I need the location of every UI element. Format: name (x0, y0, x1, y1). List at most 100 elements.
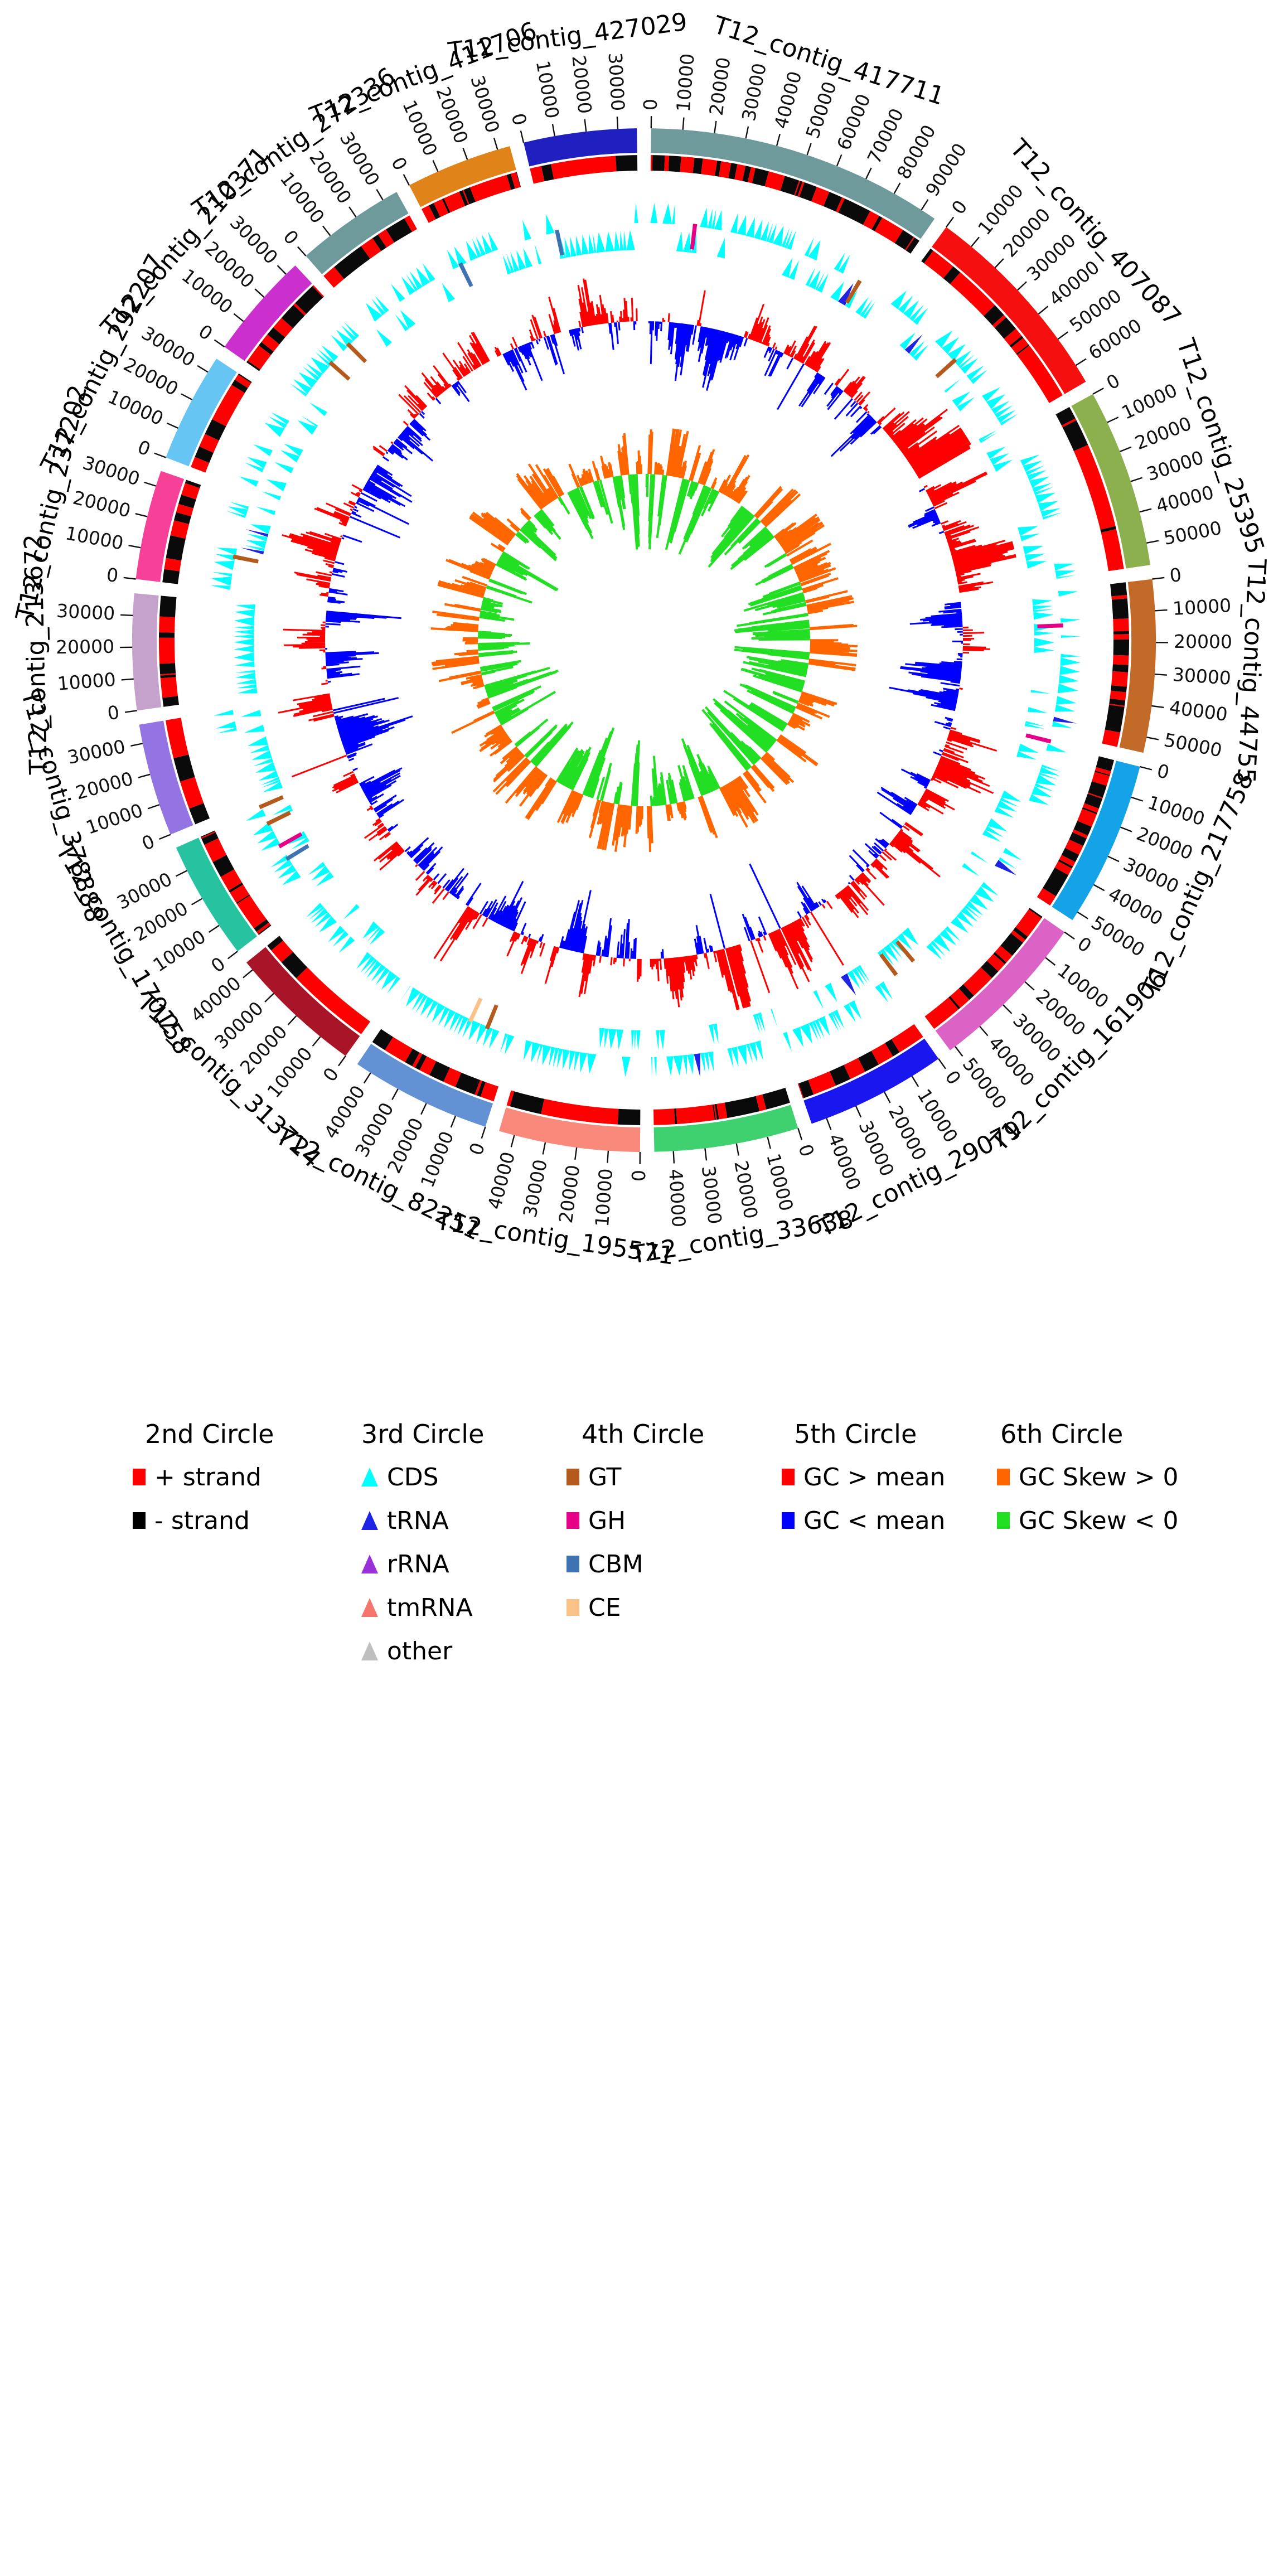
legend-title: 3rd Circle (361, 1419, 485, 1449)
tick-label: 20000 (73, 767, 135, 803)
tick-label: 20000 (1134, 822, 1196, 864)
track-cazyme-marks (233, 224, 1063, 1030)
contig-arc-T12_contig_313724 (246, 947, 360, 1056)
tick-label: 50000 (1162, 729, 1223, 761)
legend-item-other: other (361, 1636, 484, 1665)
track-gc-skew (430, 428, 858, 852)
legend-item-gc-skew-0: GC Skew > 0 (997, 1463, 1179, 1492)
legend-item-label: + strand (154, 1463, 262, 1492)
track-gene-triangles (210, 203, 1082, 1077)
contig-name-label: T12_contig_427029 (446, 8, 689, 66)
gh-swatch-icon (566, 1512, 579, 1529)
tick-label: 40000 (770, 69, 806, 132)
legend-item-label: tRNA (387, 1506, 449, 1535)
legend-item-ce: CE (566, 1593, 704, 1622)
contig-arc-T12_contig_213672 (132, 593, 162, 711)
gc-mean-swatch-icon (782, 1512, 795, 1529)
cds-swatch-icon (361, 1468, 378, 1486)
tick-label: 30000 (1144, 447, 1207, 486)
legend-item-gc-skew-0: GC Skew < 0 (997, 1506, 1179, 1535)
legend-item-label: GC Skew > 0 (1019, 1463, 1179, 1492)
tick-label: 30000 (1172, 664, 1232, 689)
legend-column-5th-circle: 5th Circle GC > mean GC < mean (782, 1419, 945, 1550)
contig-arc-T12_contig_44755 (1119, 579, 1156, 753)
circos-svg: 0 10000 20000 30000400005000060000700008000… (11, 8, 1271, 1271)
contig-arc-T12_contig_170158 (176, 837, 257, 952)
other-swatch-icon (361, 1642, 378, 1660)
legend-item-label: CBM (588, 1550, 643, 1578)
contig-name-labels: T12_contig_417711T12_contig_407087T12_co… (11, 8, 1271, 1271)
tick-label: 40000 (483, 1150, 519, 1212)
gt-swatch-icon (566, 1469, 579, 1485)
tick-label: 10000 (591, 1168, 617, 1227)
legend-column-3th-circle: 3rd Circle CDS tRNA rRNA tmRNA other (361, 1419, 484, 1680)
tick-label: 30000 (519, 1158, 551, 1219)
tick-label: 50000 (801, 79, 840, 141)
tick-label: 20000 (705, 56, 735, 117)
tick-label: 0 (640, 99, 661, 111)
tick-label: 0 (279, 226, 303, 249)
tick-label: 50000 (1162, 517, 1223, 549)
-strand-swatch-icon (133, 1469, 146, 1485)
contig-arc-T12_contig_237202 (135, 471, 185, 582)
legend-item-label: CDS (387, 1463, 439, 1492)
contig-arc-T12_contig_427029 (524, 128, 637, 167)
cazyme-mark-GT (233, 554, 259, 564)
tick-label: 30000 (466, 73, 503, 135)
tick-label: 20000 (1174, 631, 1232, 653)
legend-title: 2nd Circle (145, 1419, 274, 1449)
cazyme-mark-GT (346, 342, 367, 364)
contig-arc-T12_contig_29079 (803, 1038, 939, 1124)
tmrna-swatch-icon (361, 1598, 378, 1617)
tick-label: 0 (947, 196, 972, 219)
cazyme-mark-GH (278, 832, 303, 849)
legend-item-label: CE (588, 1593, 621, 1622)
contig-arc-T12_contig_33638 (653, 1105, 798, 1152)
tick-label: 0 (1103, 369, 1124, 394)
tick-label: 30000 (80, 452, 143, 490)
legend-item-cbm: CBM (566, 1550, 704, 1578)
tick-label: 20000 (432, 84, 473, 146)
tick-label: 0 (387, 153, 411, 174)
legend-title: 4th Circle (582, 1419, 705, 1449)
tick-label: 10000 (672, 52, 699, 113)
contig-arc-T12_contig_378888 (139, 720, 193, 835)
contig-arc-T12_contig_25395 (1071, 394, 1150, 569)
legend-column-6th-circle: 6th Circle GC Skew > 0 GC Skew < 0 (997, 1419, 1179, 1550)
tick-label: 10000 (532, 59, 564, 120)
tick-label: 30000 (698, 1165, 726, 1226)
cazyme-mark-CE (468, 998, 483, 1023)
tick-label: 10000 (64, 522, 125, 554)
legend-item-gh: GH (566, 1506, 704, 1535)
cazyme-mark-GT (935, 358, 957, 379)
contig-arc-T12_contig_82251 (357, 1044, 493, 1127)
tick-label: 0 (106, 701, 120, 725)
legend-item--strand: + strand (133, 1463, 274, 1492)
legend-item-label: GT (588, 1463, 622, 1492)
tick-label: 10000 (83, 799, 146, 839)
tick-label: 40000 (824, 1131, 865, 1193)
cazyme-mark-GT (895, 940, 916, 963)
legend-item-label: GC > mean (803, 1463, 946, 1492)
legend-item-label: other (387, 1636, 453, 1665)
contig-arc-T12_contig_210371 (224, 265, 312, 361)
tick-label: 40000 (665, 1168, 690, 1228)
tick-label: 10000 (762, 1151, 797, 1213)
cbm-swatch-icon (566, 1556, 579, 1572)
legend-title: 6th Circle (1000, 1419, 1124, 1449)
tick-label: 0 (794, 1141, 819, 1159)
tick-label: 0 (135, 436, 154, 461)
cazyme-mark-CBM (458, 262, 473, 287)
cazyme-mark-GT (485, 1004, 498, 1030)
contig-name-label: T12_contig_44755 (1231, 558, 1271, 784)
legend-title: 5th Circle (794, 1419, 917, 1449)
legend-item-label: rRNA (387, 1550, 449, 1578)
contig-arc-T12_contig_292207 (166, 359, 237, 467)
tick-label: 20000 (1132, 412, 1194, 454)
tick-label: 0 (318, 1063, 343, 1086)
cazyme-mark-CBM (285, 844, 309, 861)
tick-label: 20000 (555, 1164, 584, 1224)
circos-plot: 0 10000 20000 30000 40000 50000 60000 70000 8000… (11, 8, 1271, 1271)
tick-label: 30000 (738, 61, 771, 123)
